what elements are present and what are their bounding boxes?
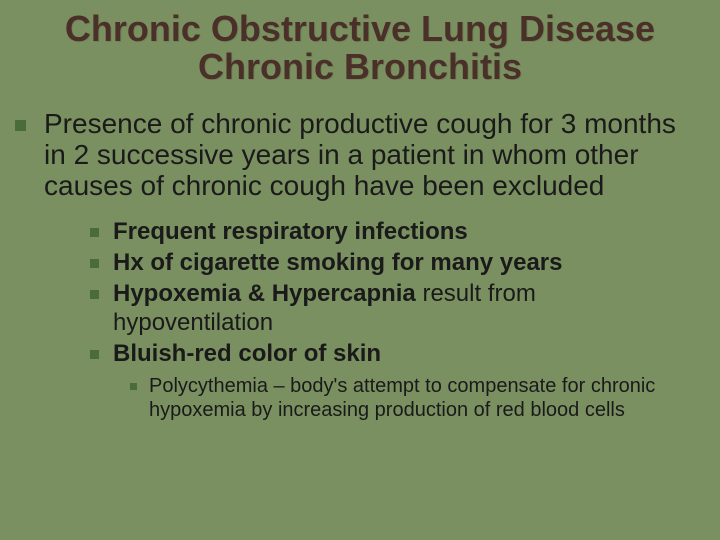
slide-title: Chronic Obstructive Lung Disease Chronic… [20,10,700,86]
square-bullet-icon [15,120,26,131]
level2-text: Bluish-red color of skin [113,340,381,368]
level1-text: Presence of chronic productive cough for… [44,108,700,202]
level2-text: Hx of cigarette smoking for many years [113,249,562,277]
level2-text: Hypoxemia & Hypercapnia result from hypo… [113,280,700,337]
bullet-level1: Presence of chronic productive cough for… [20,108,700,202]
level2-list: Frequent respiratory infections Hx of ci… [90,218,700,423]
level3-list: Polycythemia – body's attempt to compens… [130,374,700,422]
square-bullet-icon [130,383,137,390]
bullet-level2: Hx of cigarette smoking for many years [90,249,700,277]
bullet-level2: Bluish-red color of skin [90,340,700,368]
square-bullet-icon [90,290,99,299]
slide: Chronic Obstructive Lung Disease Chronic… [0,0,720,540]
square-bullet-icon [90,350,99,359]
bullet-level3: Polycythemia – body's attempt to compens… [130,374,700,422]
square-bullet-icon [90,228,99,237]
bullet-level2: Hypoxemia & Hypercapnia result from hypo… [90,280,700,337]
square-bullet-icon [90,259,99,268]
level2-text: Frequent respiratory infections [113,218,468,246]
title-line-2: Chronic Bronchitis [20,48,700,86]
level3-text: Polycythemia – body's attempt to compens… [149,374,700,422]
bullet-level2: Frequent respiratory infections [90,218,700,246]
title-line-1: Chronic Obstructive Lung Disease [20,10,700,48]
